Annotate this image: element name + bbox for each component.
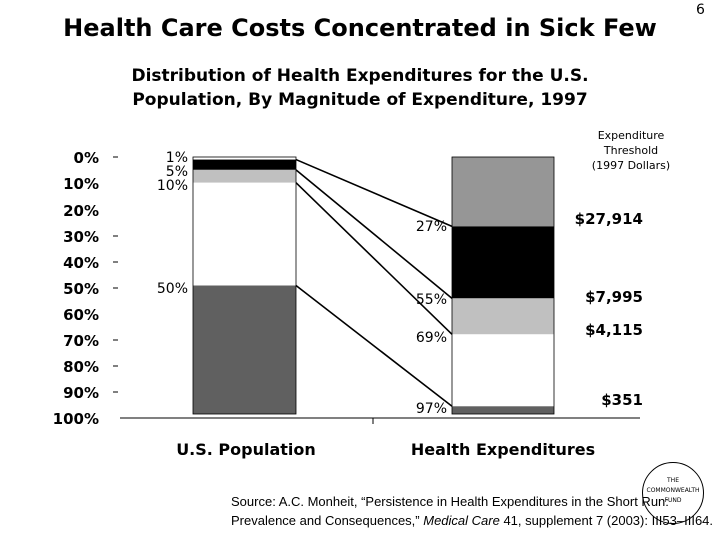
expenditure-bar-segment — [452, 298, 554, 335]
expenditure-bar-segment — [452, 157, 554, 227]
y-tick-label: 70% — [63, 332, 99, 350]
subtitle-line-2: Population, By Magnitude of Expenditure,… — [132, 90, 588, 110]
expenditure-bar-segment — [452, 226, 554, 299]
y-tick-label: 40% — [63, 254, 99, 272]
population-percent-label: 1% — [166, 150, 188, 166]
logo-line-1: THE — [667, 477, 679, 484]
expenditure-bar-outline — [451, 156, 555, 415]
connector-line — [295, 284, 453, 407]
y-tick-label: 50% — [63, 280, 99, 298]
source-line-2: Prevalence and Consequences,” Medical Ca… — [231, 511, 713, 530]
subtitle-line-1: Distribution of Health Expenditures for … — [131, 66, 589, 86]
y-axis: 0% 10% 20% 30% 40% 50% 60% 70% 80% 90% 100% — [53, 149, 118, 428]
y-tick-label: 20% — [63, 202, 99, 220]
population-bar-segment — [193, 157, 296, 160]
bar-segments — [192, 156, 555, 415]
threshold-header: Expenditure Threshold (1997 Dollars) — [572, 128, 690, 173]
y-tick-label: 10% — [63, 175, 99, 193]
threshold-header-line-3: (1997 Dollars) — [591, 159, 671, 172]
source-line-2-prefix: Prevalence and Consequences,” — [231, 513, 424, 528]
commonwealth-fund-logo: THE COMMONWEALTH FUND — [642, 462, 704, 524]
y-tick-label: 60% — [63, 306, 99, 324]
population-percent-label: 5% — [166, 164, 188, 180]
threshold-header-line-1: Expenditure — [597, 129, 665, 142]
slide-number: 6 — [696, 2, 705, 18]
logo-line-2: COMMONWEALTH — [646, 487, 700, 494]
threshold-label: $351 — [601, 391, 643, 409]
connector-line — [295, 158, 453, 228]
expenditure-percent-label: 97% — [416, 401, 447, 417]
y-tick-label: 30% — [63, 228, 99, 246]
population-bar-segment — [193, 169, 296, 183]
source-journal: Medical Care — [423, 513, 500, 528]
y-tick-label: 90% — [63, 384, 99, 402]
threshold-header-line-2: Threshold — [603, 144, 659, 157]
threshold-label: $7,995 — [585, 288, 643, 306]
expenditure-percent-label: 55% — [416, 292, 447, 308]
y-tick-label: 80% — [63, 358, 99, 376]
expenditure-bar-segment — [452, 406, 554, 414]
connector-line — [295, 182, 453, 335]
logo-line-3: FUND — [664, 497, 682, 504]
source-line-1: Source: A.C. Monheit, “Persistence in He… — [231, 494, 669, 509]
population-bar-segment — [193, 159, 296, 170]
source-note: Source: A.C. Monheit, “Persistence in He… — [231, 492, 713, 530]
chart-subtitle: Distribution of Health Expenditures for … — [0, 64, 720, 112]
connector-lines — [295, 158, 453, 407]
population-percent-label: 10% — [157, 178, 188, 194]
connector-line — [295, 169, 453, 299]
threshold-label: $27,914 — [575, 210, 643, 228]
page-title: Health Care Costs Concentrated in Sick F… — [63, 14, 657, 42]
y-tick-label: 0% — [74, 149, 99, 167]
expenditure-percent-label: 27% — [416, 219, 447, 235]
population-percent-label: 50% — [157, 281, 188, 297]
category-label-expenditures: Health Expenditures — [411, 440, 595, 459]
category-label-population: U.S. Population — [176, 440, 316, 459]
expenditure-percent-label: 69% — [416, 330, 447, 346]
population-bar-segment — [193, 285, 296, 414]
data-labels: 1%5%10% 50% 27% 55% 69% 97% $27,914 $7,995 $4,11… — [157, 150, 643, 417]
population-bar-segment — [193, 182, 296, 286]
expenditure-bar-segment — [452, 334, 554, 407]
threshold-label: $4,115 — [585, 321, 643, 339]
y-tick-label: 100% — [53, 410, 99, 428]
